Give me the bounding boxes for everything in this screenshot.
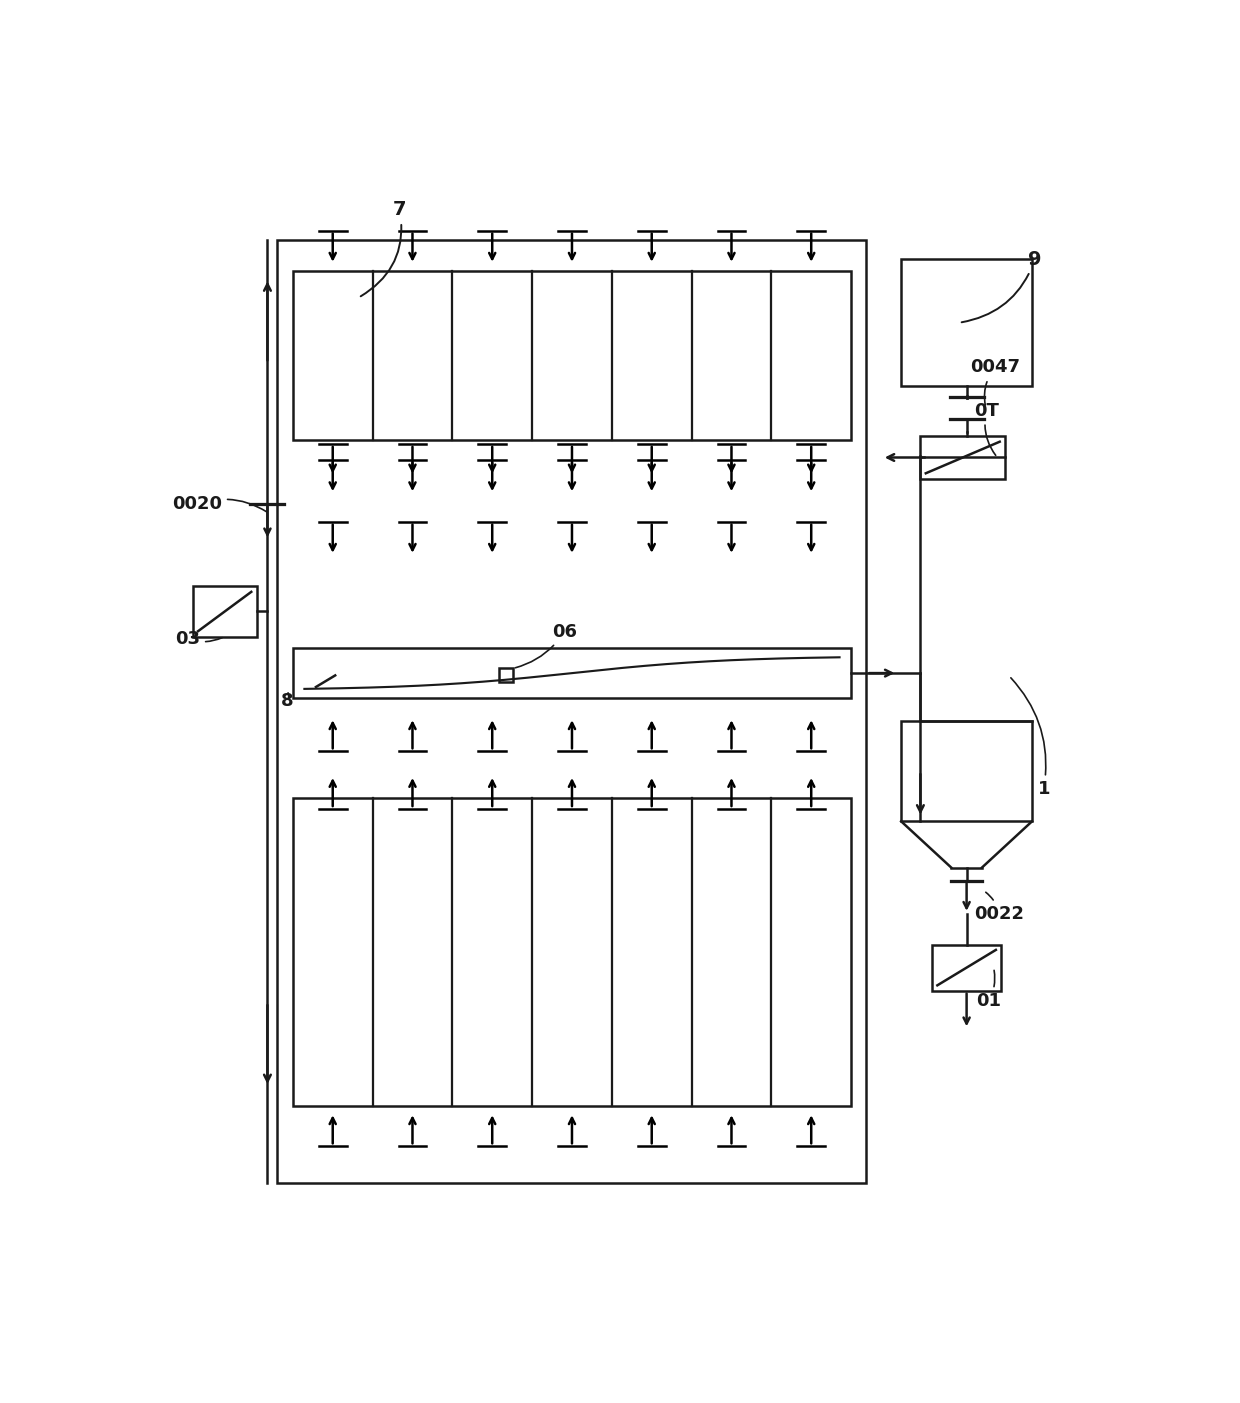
Bar [293, 798, 851, 1106]
Bar [293, 648, 851, 699]
Text: 1: 1 [1011, 678, 1050, 798]
Text: 0020: 0020 [172, 495, 267, 513]
Bar [293, 271, 851, 441]
Text: 0T: 0T [975, 401, 999, 456]
Text: 8: 8 [281, 692, 294, 710]
Bar [192, 586, 257, 637]
Text: 9: 9 [962, 250, 1042, 323]
Bar [901, 721, 1032, 821]
Text: 01: 01 [976, 971, 1001, 1010]
Text: 03: 03 [175, 630, 222, 648]
Bar [932, 944, 1001, 991]
Text: 0047: 0047 [971, 358, 1021, 405]
Text: 7: 7 [361, 201, 407, 296]
Bar [901, 260, 1032, 386]
Bar [498, 668, 512, 682]
Bar [920, 436, 1006, 478]
Bar [278, 240, 867, 1183]
Text: 0022: 0022 [975, 892, 1024, 923]
Text: 06: 06 [516, 623, 577, 668]
